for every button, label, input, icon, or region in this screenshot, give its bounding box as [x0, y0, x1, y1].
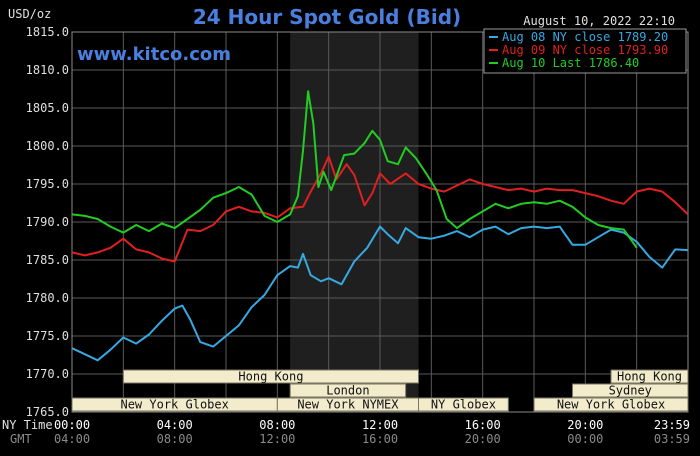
y-tick-label: 1785.0 [26, 253, 69, 267]
legend-box [483, 28, 687, 74]
x-tick-label-ny: 04:00 [157, 418, 193, 432]
y-tick-label: 1795.0 [26, 177, 69, 191]
session-label: NY Globex [431, 398, 496, 412]
x-tick-label-gmt: 00:00 [567, 432, 603, 446]
y-tick-label: 1790.0 [26, 215, 69, 229]
y-tick-label: 1805.0 [26, 101, 69, 115]
session-bar [572, 383, 689, 398]
series-line [71, 225, 689, 362]
y-axis-ticks: 1815.0 1810.0 1805.0 1800.0 1795.0 1790.0 1785… [26, 25, 69, 419]
session-bar [418, 397, 509, 412]
x-tick-label-gmt: 20:00 [465, 432, 501, 446]
legend-entry: Aug 10 Last 1786.40 [502, 56, 639, 70]
x-tick-label-ny: 20:00 [567, 418, 603, 432]
x-tick-label-ny: 23:59 [654, 418, 690, 432]
x-axis-ticks: 00:0004:0004:0008:0008:0012:0012:0016:00… [54, 418, 690, 446]
chart-datestamp: August 10, 2022 22:10 [523, 14, 675, 28]
y-axis-unit-label: USD/oz [8, 7, 51, 21]
session-label: New York Globex [120, 398, 228, 412]
grid-lines [71, 31, 689, 413]
plot-border [71, 31, 689, 413]
x-tick-label-gmt: 12:00 [259, 432, 295, 446]
chart-title: 24 Hour Spot Gold (Bid) [193, 5, 461, 29]
session-bar [533, 397, 689, 412]
y-tick-label: 1770.0 [26, 367, 69, 381]
legend-entry: Aug 09 NY close 1793.90 [502, 43, 668, 57]
y-tick-label: 1765.0 [26, 405, 69, 419]
session-bar [610, 369, 689, 384]
session-label: Hong Kong [617, 370, 682, 384]
ny-time-row-label: NY Time [2, 418, 53, 432]
gmt-row-label: GMT [10, 432, 32, 446]
x-tick-label-ny: 12:00 [362, 418, 398, 432]
session-label: New York NYMEX [297, 398, 399, 412]
series-line [71, 155, 689, 263]
session-label: Hong Kong [238, 370, 303, 384]
session-label: New York Globex [557, 398, 665, 412]
y-tick-label: 1815.0 [26, 25, 69, 39]
y-tick-label: 1810.0 [26, 63, 69, 77]
kitco-brand-label[interactable]: www.kitco.com [77, 44, 231, 65]
x-tick-label-gmt: 16:00 [362, 432, 398, 446]
x-tick-label-ny: 00:00 [54, 418, 90, 432]
x-tick-label-gmt: 03:59 [654, 432, 690, 446]
x-tick-label-gmt: 04:00 [54, 432, 90, 446]
x-tick-label-ny: 16:00 [465, 418, 501, 432]
session-label: Sydney [609, 384, 652, 398]
session-bar [122, 369, 419, 384]
y-tick-label: 1775.0 [26, 329, 69, 343]
legend-entry: Aug 08 NY close 1789.20 [502, 30, 668, 44]
y-tick-label: 1800.0 [26, 139, 69, 153]
session-label: London [326, 384, 369, 398]
price-series [71, 90, 689, 362]
series-line [71, 90, 638, 249]
session-bar [289, 383, 407, 398]
y-tick-label: 1780.0 [26, 291, 69, 305]
x-tick-label-gmt: 08:00 [157, 432, 193, 446]
x-tick-label-ny: 08:00 [259, 418, 295, 432]
